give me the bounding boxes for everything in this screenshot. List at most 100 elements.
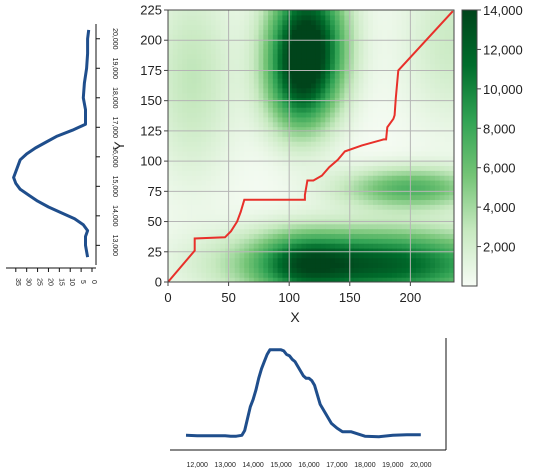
heatmap-cell bbox=[210, 277, 217, 282]
heatmap-cell bbox=[258, 223, 264, 230]
heatmap-cell bbox=[239, 116, 245, 123]
heatmap-cell bbox=[439, 150, 446, 157]
heatmap-cell bbox=[396, 165, 403, 171]
heatmap-cell bbox=[220, 87, 226, 94]
heatmap-cell bbox=[434, 10, 441, 16]
heatmap-cell bbox=[334, 19, 341, 26]
heatmap-cell bbox=[191, 116, 198, 123]
heatmap-cell bbox=[215, 194, 222, 201]
heatmap-cell bbox=[401, 180, 407, 186]
heatmap-cell bbox=[377, 214, 384, 220]
heatmap-cell bbox=[358, 78, 365, 84]
heatmap-cell bbox=[229, 29, 236, 35]
heatmap-cell bbox=[396, 97, 403, 103]
heatmap-cell bbox=[406, 146, 412, 152]
heatmap-cell bbox=[396, 160, 403, 167]
heatmap-cell bbox=[277, 180, 283, 186]
heatmap-cell bbox=[239, 194, 245, 201]
heatmap-cell bbox=[415, 165, 422, 171]
heatmap-cell bbox=[215, 82, 222, 89]
heatmap-cell bbox=[444, 165, 450, 171]
heatmap-cell bbox=[434, 141, 441, 147]
heatmap-cell bbox=[320, 107, 326, 113]
heatmap-cell bbox=[315, 204, 322, 210]
heatmap-cell bbox=[201, 102, 207, 108]
heatmap-cell bbox=[430, 92, 436, 99]
heatmap-cell bbox=[382, 29, 388, 35]
heatmap-cell bbox=[449, 146, 454, 152]
heatmap-cell bbox=[401, 194, 407, 201]
heatmap-cell bbox=[349, 92, 355, 99]
heatmap-cell bbox=[249, 160, 255, 167]
heatmap-cell bbox=[168, 180, 174, 186]
heatmap-cell bbox=[330, 155, 336, 162]
heatmap-cell bbox=[182, 223, 188, 230]
heatmap-cell bbox=[206, 150, 212, 157]
heatmap-cell bbox=[392, 199, 398, 205]
heatmap-cell bbox=[339, 126, 345, 133]
bottom-marginal-tick-label: 16,000 bbox=[298, 462, 320, 469]
heatmap-cell bbox=[306, 262, 312, 269]
heatmap-cell bbox=[401, 24, 407, 31]
heatmap-cell bbox=[406, 131, 412, 137]
heatmap-cell bbox=[172, 199, 179, 205]
heatmap-cell bbox=[239, 150, 245, 157]
heatmap-cell bbox=[430, 248, 436, 254]
heatmap-cell bbox=[249, 48, 255, 55]
heatmap-cell bbox=[311, 189, 317, 196]
heatmap-cell bbox=[201, 107, 207, 113]
heatmap-cell bbox=[263, 194, 269, 201]
heatmap-cell bbox=[358, 160, 365, 167]
heatmap-cell bbox=[344, 248, 350, 254]
heatmap-cell bbox=[411, 160, 417, 167]
heatmap-cell bbox=[358, 34, 365, 40]
heatmap-cell bbox=[249, 155, 255, 162]
heatmap-cell bbox=[363, 175, 369, 181]
heatmap-cell bbox=[425, 39, 431, 45]
heatmap-cell bbox=[191, 209, 198, 215]
heatmap-cell bbox=[225, 136, 231, 142]
heatmap-cell bbox=[282, 24, 288, 31]
heatmap-cell bbox=[363, 136, 369, 142]
heatmap-cell bbox=[277, 257, 283, 264]
heatmap-cell bbox=[396, 63, 403, 69]
heatmap-cell bbox=[358, 141, 365, 147]
heatmap-cell bbox=[387, 165, 393, 171]
heatmap-cell bbox=[339, 243, 345, 249]
heatmap-cell bbox=[282, 141, 288, 147]
x-tick-label: 0 bbox=[164, 290, 171, 305]
heatmap-cell bbox=[229, 194, 236, 201]
heatmap-cell bbox=[272, 257, 279, 264]
heatmap-cell bbox=[349, 204, 355, 210]
heatmap-cell bbox=[330, 170, 336, 176]
heatmap-cell bbox=[444, 243, 450, 249]
heatmap-cell bbox=[168, 131, 174, 137]
heatmap-cell bbox=[191, 233, 198, 239]
heatmap-cell bbox=[358, 82, 365, 89]
heatmap-cell bbox=[420, 189, 426, 196]
heatmap-cell bbox=[349, 267, 355, 273]
left-marginal-y-tick-label: 18,000 bbox=[111, 87, 118, 109]
heatmap-cell bbox=[425, 262, 431, 269]
heatmap-cell bbox=[229, 19, 236, 26]
heatmap-cell bbox=[263, 267, 269, 273]
heatmap-cell bbox=[272, 180, 279, 186]
heatmap-cell bbox=[363, 189, 369, 196]
heatmap-cell bbox=[377, 53, 384, 60]
heatmap-cell bbox=[425, 29, 431, 35]
heatmap-cell bbox=[334, 44, 341, 50]
heatmap-cell bbox=[258, 39, 264, 45]
heatmap-cell bbox=[320, 116, 326, 123]
heatmap-cell bbox=[239, 223, 245, 230]
heatmap-cell bbox=[411, 92, 417, 99]
heatmap-cell bbox=[415, 29, 422, 35]
heatmap-cell bbox=[392, 92, 398, 99]
heatmap-cell bbox=[344, 199, 350, 205]
heatmap-cell bbox=[411, 146, 417, 152]
heatmap-cell bbox=[325, 233, 331, 239]
heatmap-cell bbox=[244, 194, 250, 201]
heatmap-cell bbox=[372, 170, 379, 176]
heatmap-cell bbox=[239, 24, 245, 31]
heatmap-cell bbox=[234, 68, 241, 74]
heatmap-cell bbox=[182, 112, 188, 118]
